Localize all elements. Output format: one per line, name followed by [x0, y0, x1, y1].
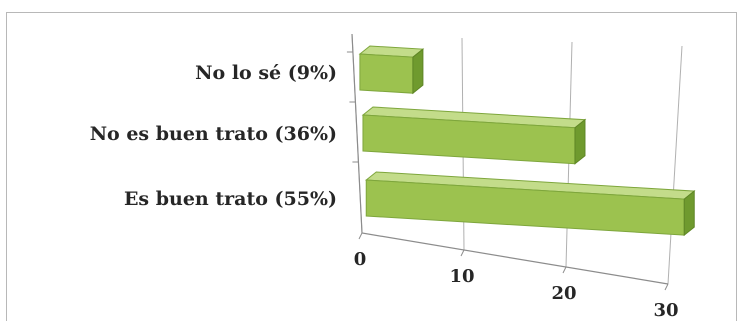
axis-wall-edge — [351, 33, 669, 285]
x-tick-mark — [664, 283, 669, 291]
chart-walls — [351, 33, 669, 285]
x-tick-label: 30 — [653, 300, 678, 321]
bar-front-face — [359, 53, 414, 94]
bar-end-face — [574, 118, 586, 165]
x-tick-mark — [562, 266, 567, 274]
bar-end-face — [412, 48, 424, 95]
x-tick-labels: 0 10 20 30 — [354, 249, 679, 321]
x-tick-mark — [460, 249, 465, 257]
category-label: No es buen trato (36%) — [90, 123, 337, 145]
bar — [358, 45, 425, 95]
x-tick-label: 0 — [354, 249, 367, 270]
category-label: No lo sé (9%) — [195, 62, 337, 84]
chart-bars — [358, 45, 696, 237]
category-label: Es buen trato (55%) — [124, 188, 337, 210]
bar — [361, 106, 587, 165]
category-labels: No lo sé (9%) No es buen trato (36%) Es bu… — [90, 62, 337, 210]
gridline — [667, 45, 683, 285]
bar-end-face — [683, 190, 695, 237]
x-tick-mark — [358, 232, 363, 240]
bar — [364, 171, 696, 237]
x-tick-label: 20 — [551, 283, 576, 304]
x-tick-label: 10 — [449, 266, 474, 287]
